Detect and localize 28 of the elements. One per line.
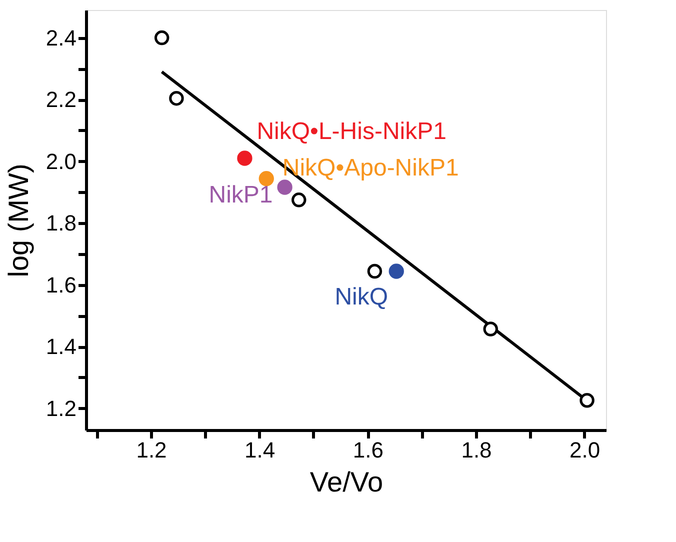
y-tick-label: 2.0 (46, 148, 76, 174)
point (483, 322, 498, 336)
x-tick-label: 1.8 (461, 438, 492, 462)
x-tick-label: 1.4 (244, 438, 276, 462)
point (367, 264, 382, 279)
series-label: NikQ (334, 283, 388, 310)
y-tick-label: 1.4 (46, 334, 76, 360)
point (277, 180, 292, 195)
point (388, 264, 404, 279)
y-tick-label: 2.2 (46, 87, 76, 112)
x-tick-label: 1.6 (352, 438, 384, 462)
point (292, 192, 306, 208)
y-tick-label: 1.2 (46, 396, 76, 421)
point (258, 171, 274, 186)
y-tick-label: 1.6 (46, 272, 76, 298)
series-label: NikQ•L-His-NikP1 (256, 118, 446, 146)
point (169, 90, 184, 106)
y-axis-title: log (MW) (2, 164, 34, 278)
series-label: NikQ•Apo-NikP1 (282, 154, 459, 182)
y-tick-label: 1.8 (46, 210, 76, 236)
x-tick-label: 2.0 (570, 438, 600, 462)
point (154, 30, 170, 46)
x-axis-title: Ve/Vo (310, 466, 384, 498)
x-tick-label: 1.2 (136, 438, 167, 462)
point (237, 150, 252, 166)
point (580, 392, 594, 408)
y-tick-label: 2.4 (46, 25, 76, 50)
series-label: NikP1 (208, 181, 273, 208)
